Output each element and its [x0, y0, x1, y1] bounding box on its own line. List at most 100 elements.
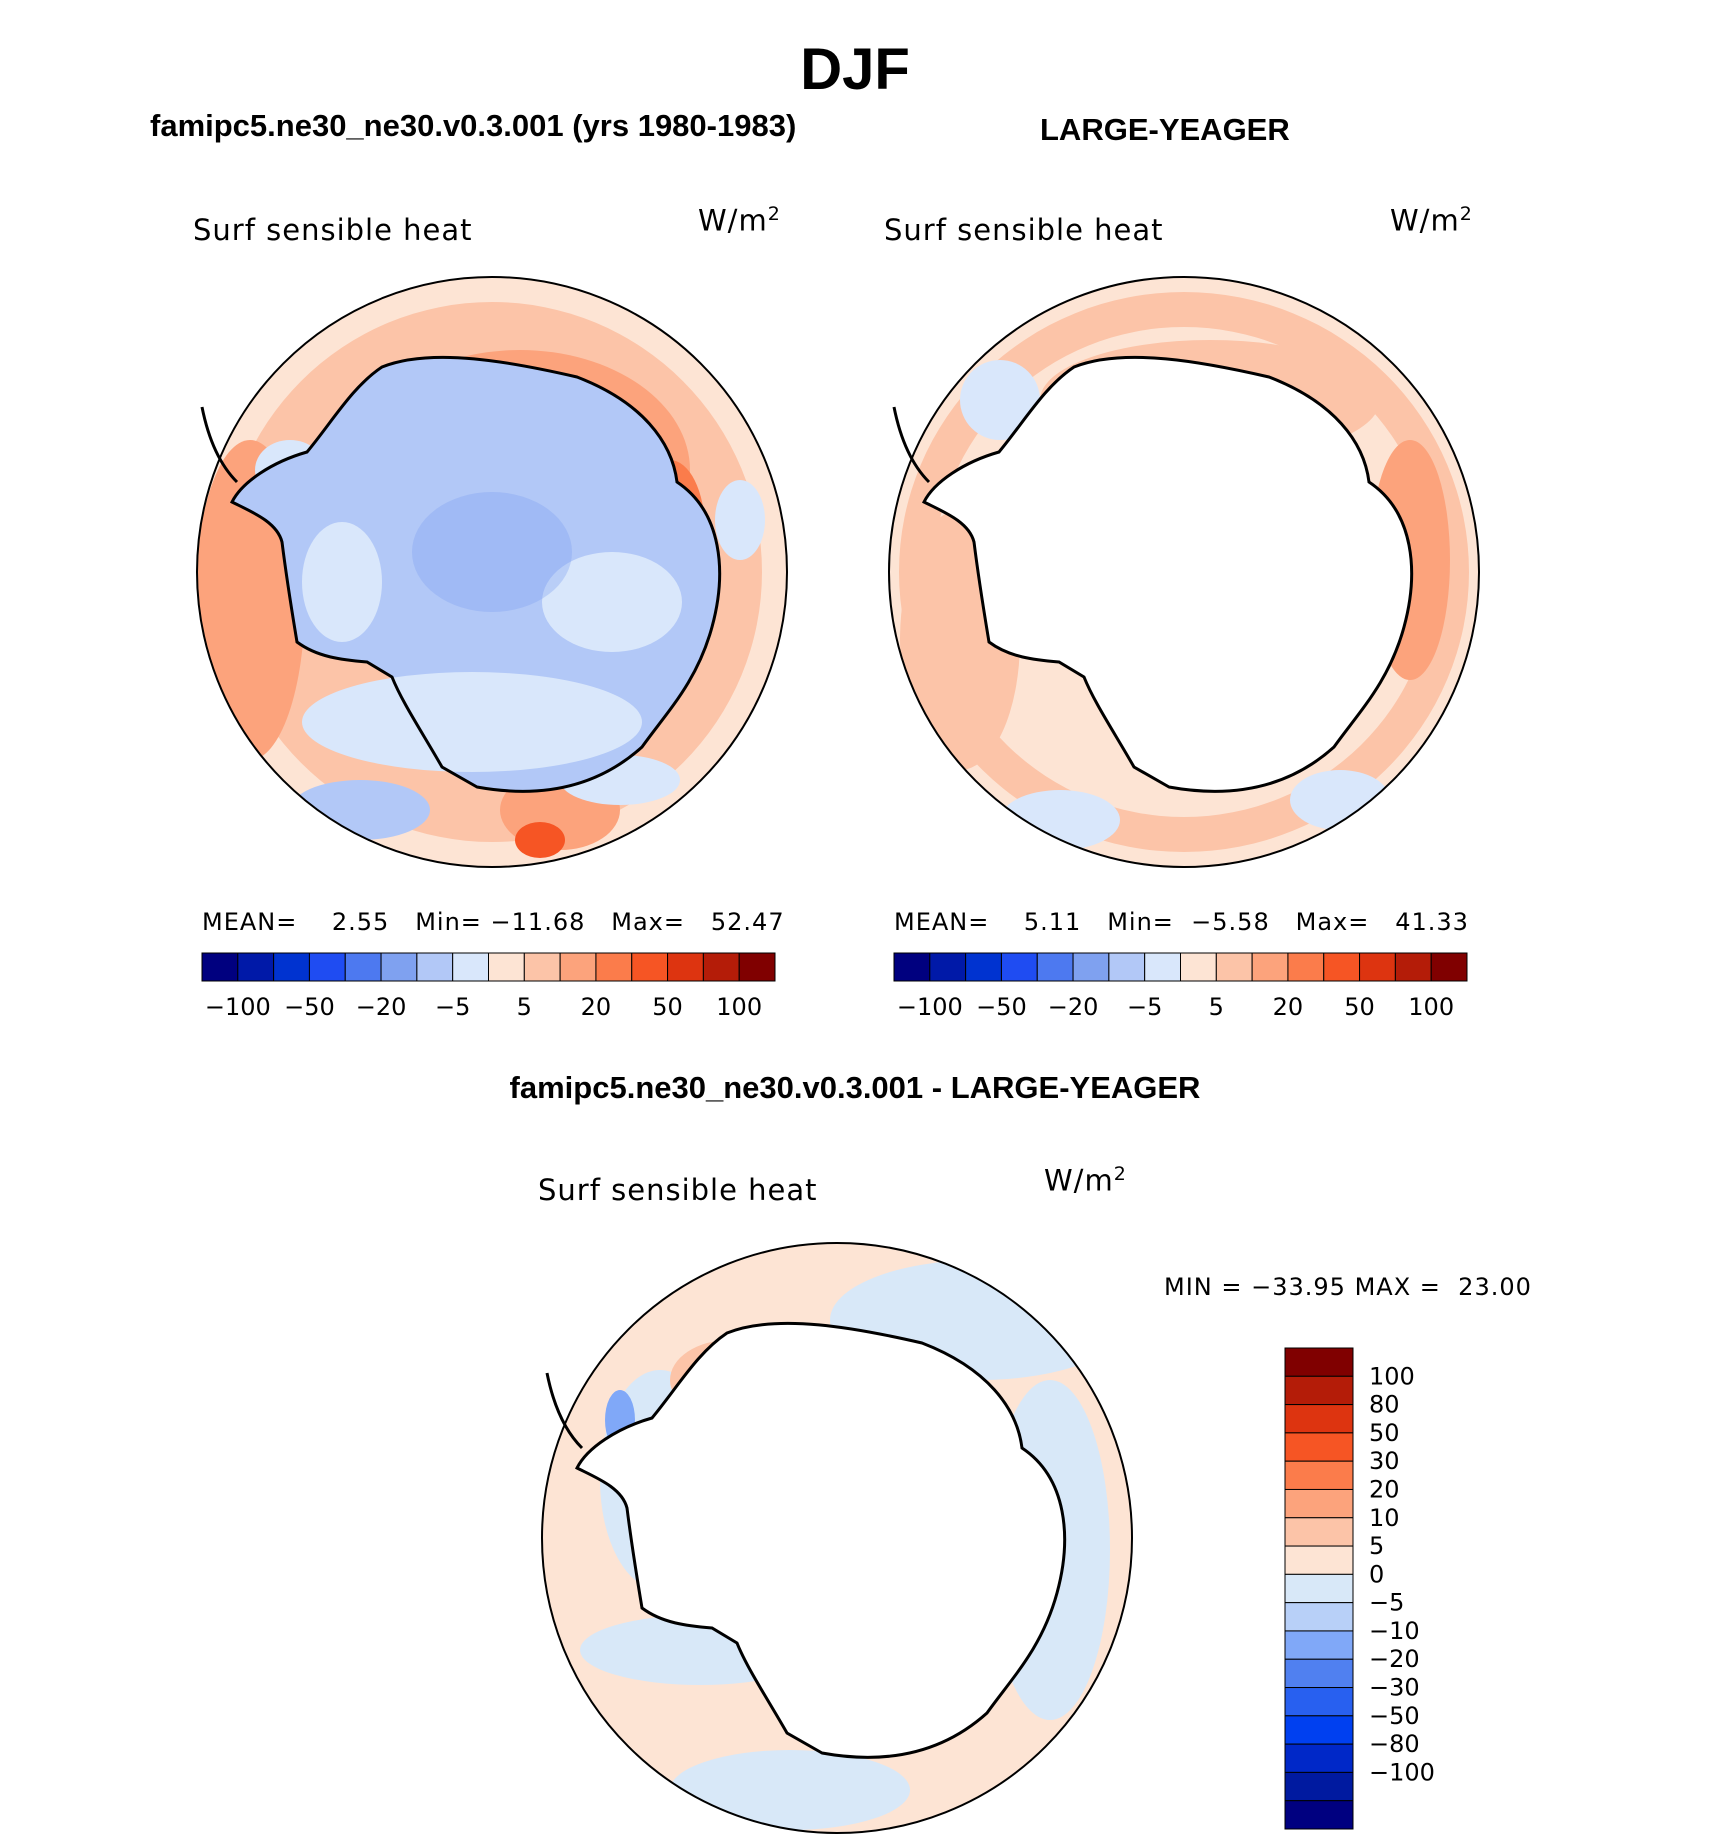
- panel-1-variable: Surf sensible heat: [193, 213, 473, 247]
- panel-2-colorbar-tick-label: −20: [1048, 993, 1099, 1021]
- panel-3-stats: MIN = −33.95 MAX = 23.00: [1164, 1273, 1532, 1301]
- panel-3-colorbar-tick-label: 20: [1369, 1475, 1400, 1503]
- panel-2-colorbar-tick-label: 5: [1209, 993, 1224, 1021]
- panel-1-colorbar-tick-label: −100: [205, 993, 271, 1021]
- panel-2-stats: MEAN= 5.11 Min= −5.58 Max= 41.33: [894, 908, 1469, 936]
- panel-3-colorbar-swatch: [1284, 1743, 1354, 1773]
- panel-3-colorbar-swatch: [1284, 1404, 1354, 1434]
- panel-2-colorbar-swatch: [1430, 952, 1468, 982]
- panel-3-map: [541, 1242, 1133, 1834]
- panel-1-colorbar: −100 −50 −20 −5 5 20 50 100: [201, 952, 776, 1021]
- panel-2-colorbar-swatch: [1359, 952, 1396, 982]
- panel-2-colorbar-swatch: [1251, 952, 1289, 982]
- panel-2-colorbar-tick-label: 100: [1408, 993, 1454, 1021]
- panel-2-colorbar-swatch: [1323, 952, 1361, 982]
- panel-2-units: W/m2: [1390, 203, 1473, 238]
- panel-2-colorbar-swatch: [1287, 952, 1325, 982]
- panel-2-variable: Surf sensible heat: [884, 213, 1164, 247]
- panel-3-colorbar-swatch: [1284, 1488, 1354, 1519]
- panel-3-colorbar-tick-label: −30: [1369, 1674, 1420, 1702]
- panel-2-colorbar-swatch: [1072, 952, 1110, 982]
- panel-1-subtitle: famipc5.ne30_ne30.v0.3.001 (yrs 1980-198…: [150, 108, 797, 143]
- panel-1-map-border: [196, 276, 788, 868]
- panel-3-colorbar-swatch: [1284, 1517, 1354, 1547]
- panel-2-colorbar-swatch: [1036, 952, 1074, 982]
- panel-1-stats: MEAN= 2.55 Min= −11.68 Max= 52.47: [202, 908, 785, 936]
- panel-2-colorbar-tick-label: −5: [1127, 993, 1162, 1021]
- panel-3-colorbar-swatch: [1284, 1347, 1354, 1377]
- panel-3-colorbar-swatch: [1284, 1573, 1354, 1604]
- panel-3-units: W/m2: [1044, 1163, 1127, 1198]
- panel-3-colorbar-swatch: [1284, 1687, 1354, 1717]
- panel-2-colorbar-tick-label: 20: [1273, 993, 1304, 1021]
- page-title: DJF: [800, 37, 910, 102]
- panel-1-colorbar-tick-label: 5: [517, 993, 532, 1021]
- panel-3-colorbar-tick-label: 100: [1369, 1362, 1415, 1390]
- panel-3-colorbar-tick-label: 50: [1369, 1419, 1400, 1447]
- panel-2-colorbar-swatch: [893, 952, 931, 982]
- panel-2-map-border: [888, 276, 1480, 868]
- panel-2-subtitle: LARGE-YEAGER: [1040, 112, 1290, 147]
- panel-3-colorbar-tick-label: 10: [1369, 1504, 1400, 1532]
- panel-2-colorbar-swatch: [1180, 952, 1217, 982]
- panel-3-colorbar-swatch: [1284, 1375, 1354, 1406]
- panel-1-colorbar-swatch: [380, 952, 418, 982]
- panel-3-field: [542, 1243, 1132, 1833]
- panel-1-colorbar-swatch: [523, 952, 561, 982]
- panel-2-colorbar-swatch: [1108, 952, 1146, 982]
- panel-3-colorbar-swatch: [1284, 1715, 1354, 1745]
- panel-3-colorbar-tick-label: 5: [1369, 1532, 1384, 1560]
- panel-2-colorbar-swatch: [1394, 952, 1432, 982]
- panel-1-colorbar-swatch: [201, 952, 239, 982]
- panel-1-colorbar-swatch: [308, 952, 346, 982]
- panel-1-colorbar-tick-label: −50: [284, 993, 335, 1021]
- panel-1-colorbar-tick-label: 50: [652, 993, 683, 1021]
- panel-3-colorbar-swatch: [1284, 1602, 1354, 1632]
- panel-3-colorbar-swatch: [1284, 1771, 1354, 1802]
- panel-3-colorbar-tick-label: −20: [1369, 1645, 1420, 1673]
- panel-3-colorbar-tick-label: −10: [1369, 1617, 1420, 1645]
- panel-1-colorbar-tick-label: −20: [356, 993, 407, 1021]
- panel-1-colorbar-swatch: [416, 952, 454, 982]
- panel-3-colorbar-tick-label: −80: [1369, 1730, 1420, 1758]
- panel-1-colorbar-tick-label: −5: [435, 993, 470, 1021]
- panel-2-colorbar-tick-label: 50: [1344, 993, 1375, 1021]
- panel-3-variable: Surf sensible heat: [538, 1173, 818, 1207]
- panel-3-subtitle: famipc5.ne30_ne30.v0.3.001 - LARGE-YEAGE…: [509, 1070, 1201, 1105]
- panel-1-colorbar-swatch: [344, 952, 382, 982]
- panel-1-colorbar-tick-label: 20: [581, 993, 612, 1021]
- panel-1-colorbar-swatch: [595, 952, 633, 982]
- panel-2-colorbar-swatch: [965, 952, 1002, 982]
- panel-2-colorbar-swatch: [1215, 952, 1253, 982]
- panel-1-colorbar-tick-label: 100: [716, 993, 762, 1021]
- panel-1-units: W/m2: [698, 203, 781, 238]
- panel-3-colorbar-swatch: [1284, 1432, 1354, 1462]
- panel-1-field: [197, 277, 787, 867]
- panel-1-map: [196, 276, 788, 868]
- panel-3-colorbar-swatch: [1284, 1658, 1354, 1689]
- panel-1-colorbar-swatch: [488, 952, 525, 982]
- panel-3-map-border: [541, 1242, 1133, 1834]
- panel-3-colorbar-swatch: [1284, 1630, 1354, 1660]
- panel-3-colorbar-swatch: [1284, 1460, 1354, 1490]
- panel-2-field: [889, 277, 1479, 867]
- panel-1-colorbar-swatch: [667, 952, 704, 982]
- panel-3-colorbar-tick-label: −50: [1369, 1702, 1420, 1730]
- panel-3-colorbar-tick-label: −100: [1369, 1758, 1435, 1786]
- panel-3-colorbar-tick-label: 80: [1369, 1391, 1400, 1419]
- panel-2-colorbar-tick-label: −100: [897, 993, 963, 1021]
- panel-1-colorbar-swatch: [559, 952, 597, 982]
- panel-2-colorbar-swatch: [1144, 952, 1181, 982]
- panel-2-colorbar: −100 −50 −20 −5 5 20 50 100: [893, 952, 1468, 1021]
- panel-1-colorbar-swatch: [237, 952, 275, 982]
- panel-2-colorbar-swatch: [929, 952, 967, 982]
- panel-2-colorbar-tick-label: −50: [976, 993, 1027, 1021]
- panel-3-colorbar-tick-label: 0: [1369, 1560, 1384, 1588]
- panel-2-map: [888, 276, 1480, 868]
- panel-1-colorbar-swatch: [631, 952, 669, 982]
- panel-1-colorbar-swatch: [738, 952, 776, 982]
- panel-3-colorbar-swatch: [1284, 1800, 1354, 1830]
- panel-3-colorbar-tick-label: 30: [1369, 1447, 1400, 1475]
